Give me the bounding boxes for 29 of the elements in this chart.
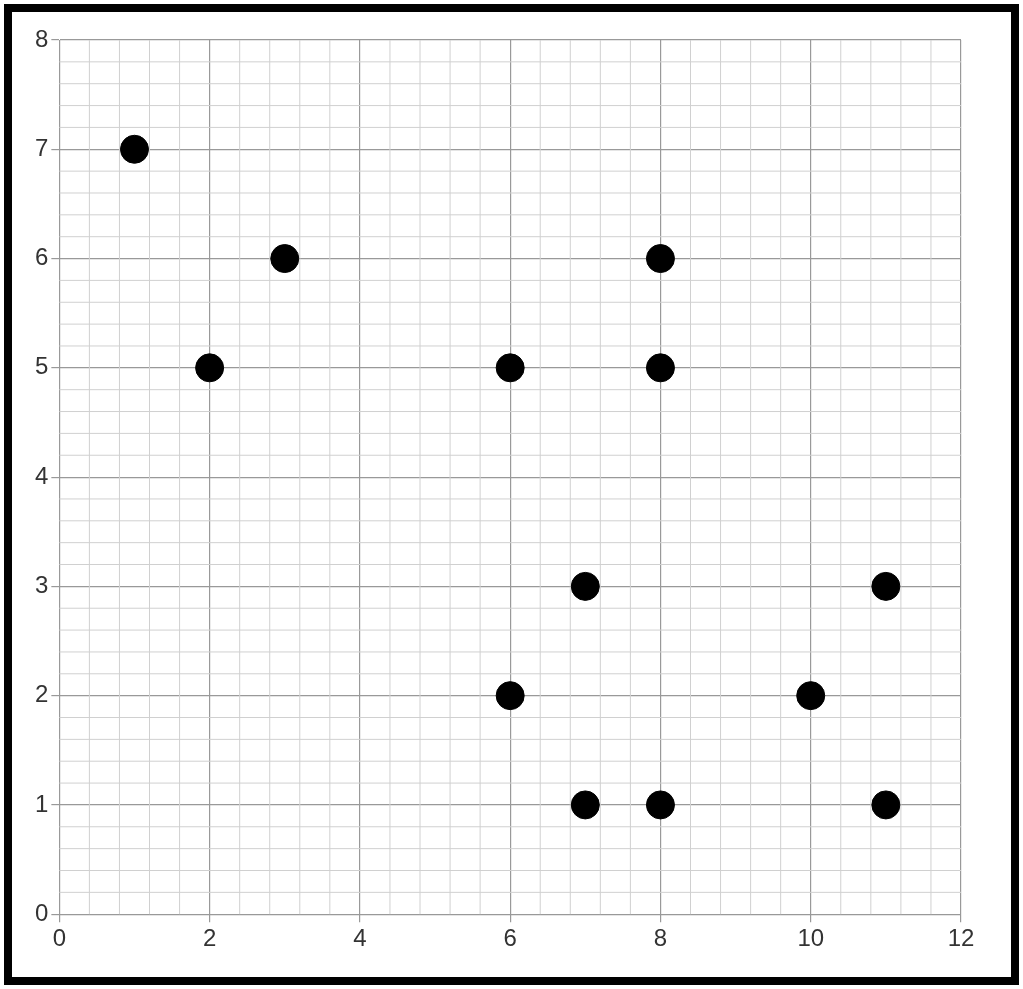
point — [495, 681, 525, 711]
y-tick-label: 3 — [34, 571, 49, 598]
y-tick-label: 5 — [34, 352, 49, 380]
y-tick-label: 8 — [34, 24, 49, 52]
point — [871, 571, 901, 601]
x-tick-label: 10 — [797, 924, 825, 952]
y-tick-label: 6 — [34, 243, 49, 271]
point — [796, 681, 826, 711]
y-tick-label: 1 — [34, 789, 49, 817]
point — [645, 244, 675, 274]
x-tick-label: 6 — [503, 924, 517, 952]
point — [119, 134, 149, 164]
point — [871, 790, 901, 820]
x-tick-label: 4 — [353, 924, 367, 952]
point — [645, 790, 675, 820]
x-tick-label: 0 — [52, 924, 67, 952]
point — [195, 353, 225, 383]
x-tick-label: 12 — [947, 924, 975, 952]
point — [495, 353, 525, 383]
point — [570, 571, 600, 601]
y-tick-label: 4 — [34, 461, 49, 489]
point — [645, 353, 675, 383]
x-tick-label: 2 — [202, 924, 217, 952]
point — [270, 244, 300, 274]
x-tick-label: 8 — [653, 924, 668, 952]
point — [570, 790, 600, 820]
y-tick-label: 0 — [34, 898, 49, 926]
y-tick-label: 2 — [34, 680, 49, 708]
y-tick-label: 7 — [34, 133, 49, 161]
